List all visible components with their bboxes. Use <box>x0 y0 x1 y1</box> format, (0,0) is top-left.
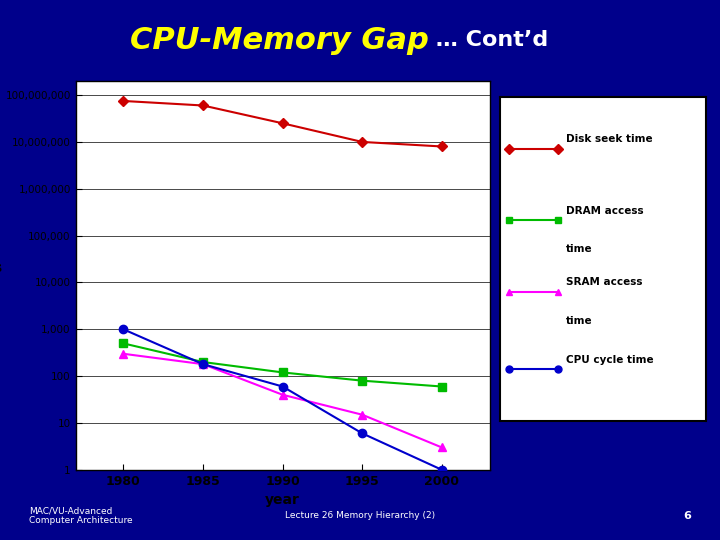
Text: … Cont’d: … Cont’d <box>428 30 549 51</box>
Text: CPU cycle time: CPU cycle time <box>566 355 654 365</box>
X-axis label: year: year <box>265 493 300 507</box>
Text: time: time <box>566 316 593 326</box>
Text: Lecture 26 Memory Hierarchy (2): Lecture 26 Memory Hierarchy (2) <box>285 511 435 520</box>
Text: DRAM access: DRAM access <box>566 206 644 215</box>
Text: CPU-Memory Gap: CPU-Memory Gap <box>130 26 428 55</box>
Text: SRAM access: SRAM access <box>566 277 642 287</box>
Text: time: time <box>566 245 593 254</box>
Text: MAC/VU-Advanced
Computer Architecture: MAC/VU-Advanced Computer Architecture <box>29 506 132 525</box>
Text: 6: 6 <box>683 511 691 521</box>
Y-axis label: ns: ns <box>0 261 4 275</box>
Text: Disk seek time: Disk seek time <box>566 134 653 144</box>
